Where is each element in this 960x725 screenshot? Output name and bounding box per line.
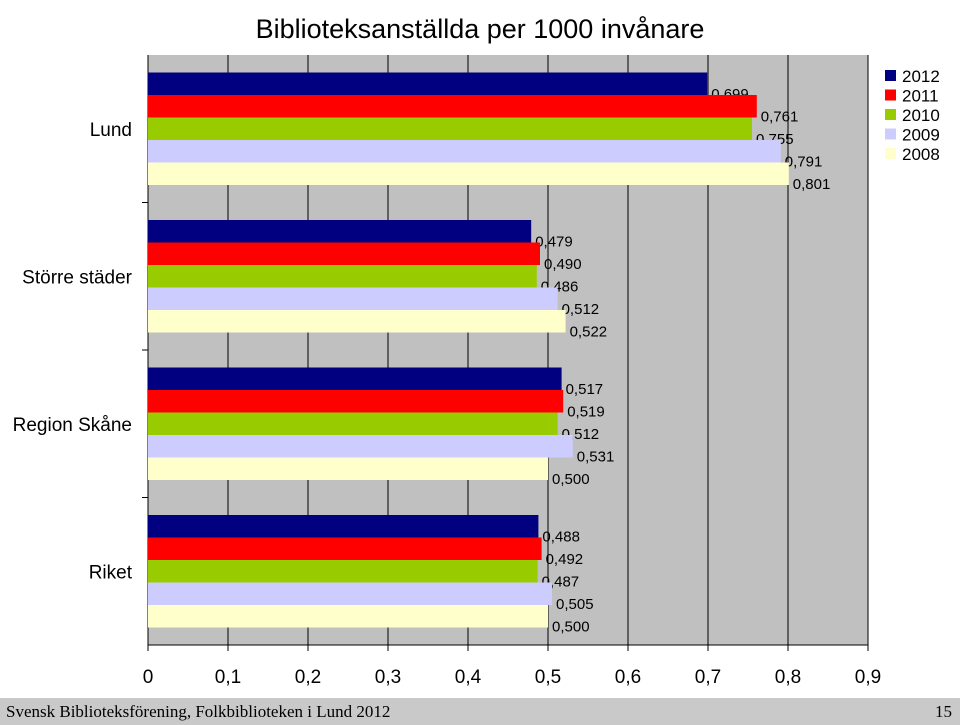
legend-label: 2010 (902, 106, 940, 125)
footer-source: Svensk Biblioteksförening, Folkbibliotek… (6, 702, 391, 721)
category-label: Riket (89, 562, 133, 583)
bar (148, 515, 539, 538)
x-tick-label: 0,7 (695, 667, 721, 688)
footer-bar: Svensk Biblioteksförening, Folkbibliotek… (0, 698, 960, 725)
bar (148, 457, 548, 480)
legend-swatch (885, 148, 896, 159)
data-label: 0,517 (566, 381, 604, 398)
bar (148, 560, 538, 583)
data-label: 0,791 (785, 154, 823, 171)
data-label: 0,500 (552, 619, 590, 636)
legend-swatch (885, 128, 896, 140)
legend-label: 2008 (902, 145, 940, 164)
plot-area: 0 0,1 0,2 0,3 0,4 0,5 0,6 0,7 0,8 0,9Lund0,6990,7… (13, 55, 881, 688)
bar (148, 242, 540, 265)
x-tick-label: 0,9 (855, 667, 881, 688)
data-label: 0,490 (544, 256, 582, 273)
legend-swatch (885, 89, 896, 101)
x-tick-label: 0,2 (295, 667, 321, 688)
data-label: 0,488 (542, 529, 580, 546)
data-label: 0,531 (577, 449, 615, 466)
bar (148, 367, 562, 390)
page-number: 15 (935, 702, 952, 721)
category-label: Större städer (22, 267, 132, 288)
bar (148, 162, 789, 185)
data-label: 0,519 (567, 404, 605, 421)
x-tick-label: 0,4 (455, 667, 482, 688)
category-label: Region Skåne (13, 415, 132, 436)
bar (148, 95, 757, 118)
data-label: 0,500 (552, 471, 590, 488)
bar (148, 435, 573, 458)
data-label: 0,479 (535, 234, 573, 251)
x-tick-label: 0,5 (535, 667, 561, 688)
data-label: 0,492 (546, 551, 584, 568)
legend-label: 2011 (902, 87, 939, 106)
data-label: 0,801 (793, 176, 831, 193)
bar (148, 310, 566, 333)
bar (148, 412, 558, 435)
data-label: 0,522 (570, 324, 608, 341)
bar (148, 605, 548, 628)
x-tick-label: 0,3 (375, 667, 401, 688)
bar (148, 220, 532, 243)
bar (148, 265, 537, 288)
x-tick-label: 0,8 (775, 667, 801, 688)
legend-label: 2009 (902, 126, 940, 145)
bar (148, 140, 781, 163)
bar (148, 582, 552, 605)
bar-chart: Biblioteksanställda per 1000 invånare 0 0… (13, 14, 940, 688)
bar (148, 72, 708, 95)
legend-label: 2012 (902, 67, 940, 86)
bar (148, 537, 542, 560)
x-tick-label: 0 (143, 667, 154, 688)
x-tick-label: 0,1 (215, 667, 241, 688)
category-label: Lund (90, 120, 132, 141)
data-label: 0,505 (556, 596, 594, 613)
bar (148, 117, 752, 140)
data-label: 0,761 (761, 109, 799, 126)
legend-swatch (885, 70, 896, 81)
bar (148, 390, 564, 413)
chart-title: Biblioteksanställda per 1000 invånare (256, 14, 705, 44)
data-label: 0,512 (562, 301, 600, 318)
x-tick-label: 0,6 (615, 667, 641, 688)
legend-swatch (885, 109, 896, 120)
bar (148, 287, 558, 310)
